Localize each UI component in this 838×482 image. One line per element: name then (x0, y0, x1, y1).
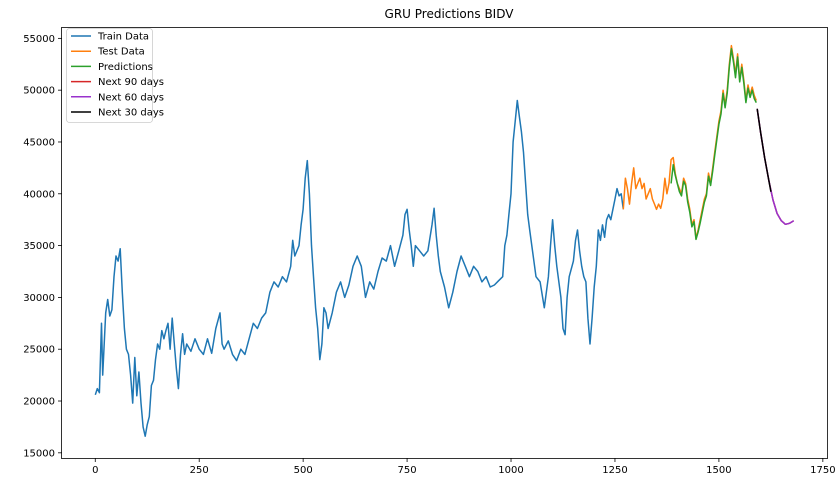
legend: Train Data Test Data Predictions Next 90 da… (66, 28, 164, 123)
series-line-0 (94, 99, 625, 437)
legend-items: Train Data Test Data Predictions Next 90 da… (71, 32, 164, 119)
plot-frame (61, 27, 828, 459)
series-layer (94, 44, 795, 437)
legend-label-2: Predictions (98, 62, 153, 73)
x-tick-label-2: 500 (294, 465, 313, 476)
y-tick-label-8: 55000 (23, 34, 55, 45)
legend-label-0: Train Data (97, 32, 149, 43)
legend-box (66, 28, 153, 123)
legend-label-4: Next 60 days (98, 92, 164, 103)
y-tick-label-3: 30000 (23, 293, 55, 304)
series-line-5 (756, 108, 772, 192)
chart-title: GRU Predictions BIDV (385, 7, 515, 21)
legend-label-1: Test Data (97, 47, 145, 58)
x-tick-label-5: 1250 (602, 465, 627, 476)
legend-label-3: Next 90 days (98, 77, 164, 88)
x-tick-label-1: 250 (190, 465, 209, 476)
series-line-4 (756, 108, 795, 226)
y-tick-label-1: 20000 (23, 397, 55, 408)
x-tick-label-4: 1000 (498, 465, 523, 476)
y-tick-label-5: 40000 (23, 189, 55, 200)
y-tick-label-0: 15000 (23, 448, 55, 459)
x-tick-label-7: 1750 (810, 465, 835, 476)
legend-label-5: Next 30 days (98, 108, 164, 119)
axis-ticks: 0 250 500 750 1000 1250 1500 1750 15000 20000 2500… (23, 34, 835, 476)
y-tick-label-4: 35000 (23, 241, 55, 252)
x-tick-label-3: 750 (398, 465, 417, 476)
y-tick-label-2: 25000 (23, 345, 55, 356)
x-tick-label-6: 1500 (706, 465, 731, 476)
x-tick-label-0: 0 (92, 465, 98, 476)
y-tick-label-6: 45000 (23, 137, 55, 148)
y-tick-label-7: 50000 (23, 86, 55, 97)
series-line-2 (670, 47, 757, 241)
